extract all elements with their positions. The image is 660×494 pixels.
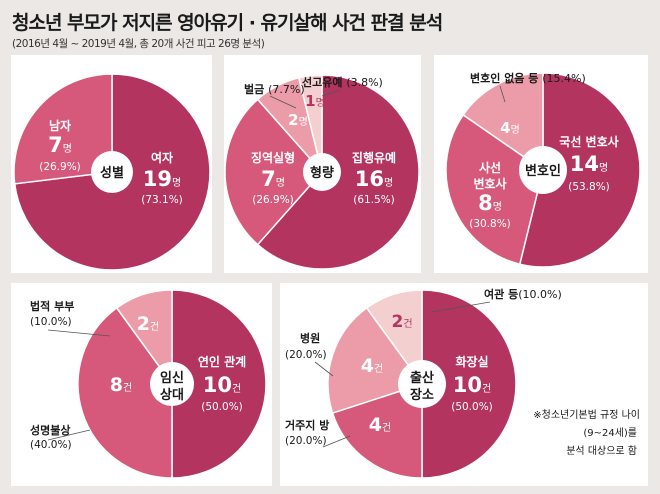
slice-label: 벌금 (7.7%) (244, 82, 305, 96)
slice-value: 1명 (305, 92, 325, 110)
slice-percent: (10.0%) (30, 316, 72, 328)
slice-label: 선고유예 (3.8%) (302, 75, 383, 89)
pie-slice (13, 73, 113, 185)
slice-value: 8명 (478, 191, 502, 215)
slice-percent: (40.0%) (30, 439, 72, 451)
page-title: 청소년 부모가 저지른 영아유기 · 유기살해 사건 판결 분석 (12, 12, 443, 34)
slice-percent: (50.0%) (451, 401, 493, 413)
slice-value: 4명 (500, 119, 520, 137)
slice-label: 거주지 방 (285, 418, 329, 432)
pie-slice (518, 72, 641, 268)
slice-percent: (53.8%) (568, 181, 610, 193)
leader-line (314, 361, 334, 377)
leader-line (269, 95, 297, 109)
slice-value: 10건 (203, 373, 241, 397)
pie-title: 성별 (100, 165, 124, 181)
slice-label: 징역실형 (251, 150, 295, 165)
slice-value: 19명 (143, 167, 181, 191)
pie-center (150, 362, 194, 406)
slice-label: 화장실 (455, 354, 488, 369)
pie-chart-2 (224, 74, 420, 270)
pie-slice (421, 289, 517, 479)
pie-center (519, 146, 567, 194)
pie-title: 형량 (310, 165, 334, 181)
slice-value: 2건 (391, 312, 412, 332)
slice-label: 사선 (479, 160, 501, 175)
leader-line (321, 89, 341, 97)
pie-center (398, 360, 446, 408)
slice-label: 국선 변호사 (559, 134, 618, 149)
slice-value: 4건 (369, 414, 391, 436)
pie-slice (171, 289, 267, 479)
slice-label: 변호사 (473, 176, 506, 191)
pie-title: 상대 (160, 388, 184, 403)
leader-line (322, 435, 351, 448)
pie-slice (331, 382, 423, 479)
slice-value: 8건 (110, 374, 132, 396)
pie-title: 장소 (410, 387, 434, 403)
pie-chart-3 (445, 72, 641, 268)
slice-percent: (26.9%) (252, 194, 294, 206)
leader-line (47, 429, 91, 441)
slice-label: 법적 부부 (30, 299, 74, 313)
slice-percent: (61.5%) (353, 194, 395, 206)
slice-percent: (20.0%) (285, 435, 327, 447)
slice-label: 변호인 없음 등 (15.4%) (470, 71, 586, 85)
slice-percent: (30.8%) (469, 218, 511, 230)
slice-label: 여자 (151, 150, 173, 165)
pie-slice (462, 72, 544, 172)
pie-slice (224, 98, 324, 246)
footnote-line-2: (9~24세)를 (583, 427, 637, 439)
leader-line (431, 301, 491, 313)
slice-value: 16명 (355, 167, 393, 191)
pie-title: 출산 (410, 370, 434, 386)
pie-title: 변호인 (525, 163, 561, 179)
pie-title: 임신 (160, 371, 184, 386)
pie-slice (297, 74, 323, 173)
slice-percent: (50.0%) (201, 401, 243, 413)
leader-line (499, 85, 506, 103)
slice-value: 2명 (288, 111, 308, 129)
slice-value: 10건 (453, 373, 491, 397)
pie-slice (445, 113, 544, 266)
pie-slice (365, 289, 423, 387)
pie-center (303, 153, 341, 191)
pie-slice (115, 289, 173, 387)
slice-label: 연인 관계 (198, 354, 246, 369)
footnote-line-3: 분석 대상으로 함 (566, 445, 637, 457)
slice-value: 2건 (137, 313, 159, 335)
slice-label: 남자 (49, 118, 71, 133)
slice-label: 병원 (300, 331, 320, 345)
slice-percent: (73.1%) (141, 194, 183, 206)
slice-value: 7명 (48, 133, 72, 157)
slice-label: 여관 등(10.0%) (484, 287, 562, 301)
slice-percent: (26.9%) (39, 161, 81, 173)
slice-percent: (20.0%) (285, 349, 327, 361)
pie-slice (77, 306, 173, 479)
pie-chart-4 (77, 289, 267, 479)
slice-label: 집행유예 (352, 150, 396, 165)
slice-label: 성명불상 (30, 423, 70, 437)
pie-center (91, 151, 133, 193)
slice-value: 4건 (361, 355, 383, 377)
pie-chart-1 (13, 73, 211, 271)
pie-chart-5 (327, 289, 517, 479)
footnote-line-1: ※청소년기본법 규정 나이 (533, 409, 640, 421)
page-subtitle: (2016년 4월 ~ 2019년 4월, 총 20개 사건 피고 26명 분석… (12, 38, 265, 50)
leader-line (47, 329, 111, 337)
slice-value: 7명 (261, 167, 285, 191)
slice-value: 14명 (570, 152, 608, 176)
